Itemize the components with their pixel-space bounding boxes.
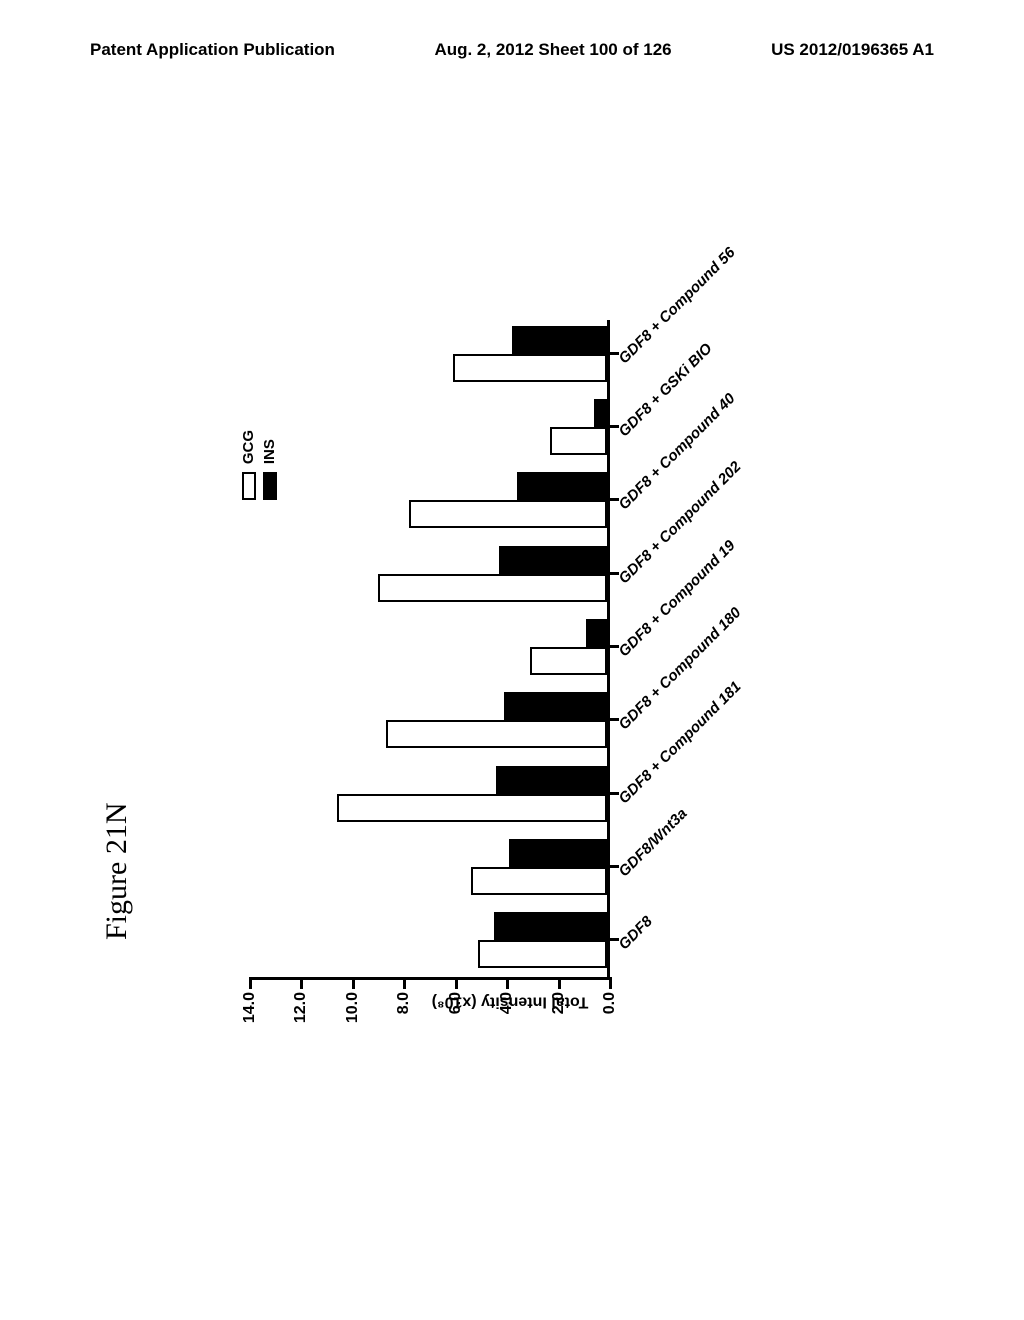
y-tick-label: 6.0 xyxy=(447,992,465,1032)
y-tick xyxy=(506,977,509,989)
x-tick-label: GDF8 + Compound 202 xyxy=(615,458,744,587)
plot-area: 0.02.04.06.08.010.012.014.0 GDF8GDF8/Wnt… xyxy=(250,320,610,980)
x-tick-label: GDF8 + Compound 180 xyxy=(615,605,744,734)
x-tick-label: GDF8 xyxy=(615,913,655,953)
bar-gcg xyxy=(550,427,607,455)
bars-container xyxy=(250,320,607,977)
x-tick-label: GDF8/Wnt3a xyxy=(615,805,690,880)
bar-ins xyxy=(494,912,607,940)
bar-ins xyxy=(512,326,607,354)
legend: GCG INS xyxy=(240,430,282,500)
header-center: Aug. 2, 2012 Sheet 100 of 126 xyxy=(434,40,671,60)
bar-ins xyxy=(517,472,607,500)
figure-label: Figure 21N xyxy=(100,803,134,941)
bar-gcg xyxy=(337,794,607,822)
bar-gcg xyxy=(471,867,607,895)
y-tick-label: 4.0 xyxy=(498,992,516,1032)
bar-ins xyxy=(499,546,607,574)
y-tick xyxy=(300,977,303,989)
y-tick-label: 0.0 xyxy=(601,992,619,1032)
y-tick xyxy=(352,977,355,989)
y-tick xyxy=(609,977,612,989)
page-header: Patent Application Publication Aug. 2, 2… xyxy=(0,40,1024,60)
y-tick-label: 14.0 xyxy=(241,992,259,1032)
y-tick-label: 10.0 xyxy=(344,992,362,1032)
header-left: Patent Application Publication xyxy=(90,40,335,60)
bar-ins xyxy=(504,692,607,720)
y-tick xyxy=(455,977,458,989)
legend-item-gcg: GCG xyxy=(240,430,257,500)
bar-ins xyxy=(496,766,607,794)
bar-ins xyxy=(594,399,607,427)
legend-item-ins: INS xyxy=(261,430,278,500)
header-right: US 2012/0196365 A1 xyxy=(771,40,934,60)
legend-label-ins: INS xyxy=(261,439,278,464)
bar-gcg xyxy=(386,720,607,748)
y-tick xyxy=(249,977,252,989)
y-tick-label: 8.0 xyxy=(395,992,413,1032)
x-tick-label: GDF8 + Compound 56 xyxy=(615,244,738,367)
legend-label-gcg: GCG xyxy=(240,430,257,464)
bar-gcg xyxy=(453,354,607,382)
legend-swatch-ins xyxy=(263,472,277,500)
bar-gcg xyxy=(409,500,607,528)
figure-area: Figure 21N Total Intensity (x10⁸) 0.02.0… xyxy=(140,180,880,1160)
bar-gcg xyxy=(378,574,607,602)
y-tick-label: 12.0 xyxy=(292,992,310,1032)
legend-swatch-gcg xyxy=(242,472,256,500)
y-tick xyxy=(558,977,561,989)
y-tick-label: 2.0 xyxy=(550,992,568,1032)
bar-ins xyxy=(509,839,607,867)
x-tick-label: GDF8 + Compound 181 xyxy=(615,678,744,807)
bar-ins xyxy=(586,619,607,647)
bar-chart: Total Intensity (x10⁸) 0.02.04.06.08.010… xyxy=(230,290,790,1050)
y-tick xyxy=(403,977,406,989)
bar-gcg xyxy=(478,940,607,968)
bar-gcg xyxy=(530,647,607,675)
